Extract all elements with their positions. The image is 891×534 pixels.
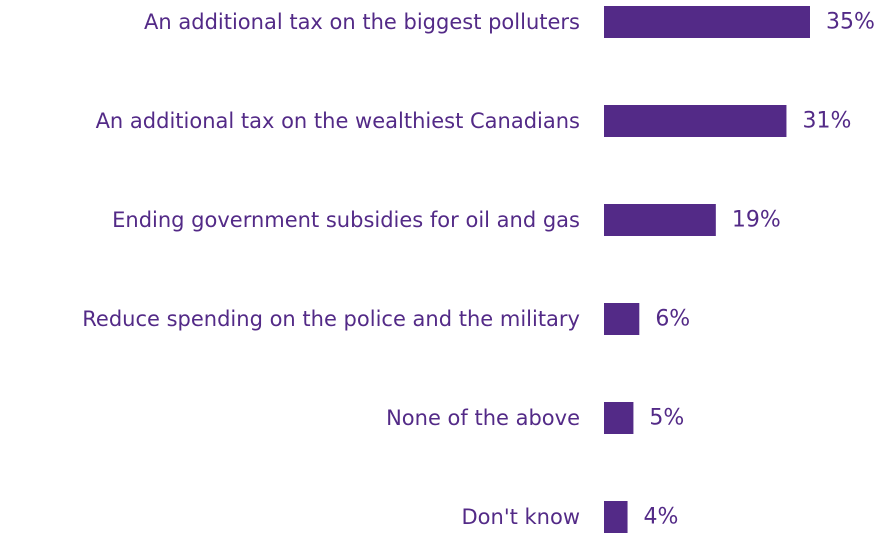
category-label: Don't know bbox=[461, 505, 580, 529]
value-label: 35% bbox=[826, 10, 875, 35]
category-label: None of the above bbox=[386, 406, 580, 430]
bar bbox=[604, 6, 810, 38]
value-label: 4% bbox=[644, 505, 679, 530]
value-label: 19% bbox=[732, 208, 781, 233]
value-label: 5% bbox=[649, 406, 684, 431]
category-label: An additional tax on the wealthiest Cana… bbox=[96, 109, 580, 133]
category-label: Reduce spending on the police and the mi… bbox=[82, 307, 580, 331]
value-label: 31% bbox=[802, 109, 851, 134]
bar bbox=[604, 105, 787, 137]
category-label: An additional tax on the biggest pollute… bbox=[144, 10, 580, 34]
bar bbox=[604, 501, 628, 533]
bar bbox=[604, 303, 640, 335]
bar bbox=[604, 204, 716, 236]
category-label: Ending government subsidies for oil and … bbox=[112, 208, 580, 232]
value-label: 6% bbox=[655, 307, 690, 332]
bar bbox=[604, 402, 634, 434]
